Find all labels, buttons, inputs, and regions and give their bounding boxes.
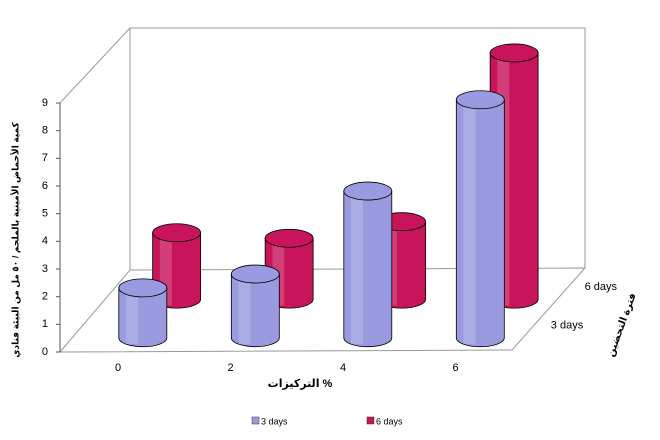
cylinder-top: [230, 264, 280, 284]
floor: [59, 267, 587, 353]
y-tick-label: 8: [42, 125, 48, 137]
cylinder-shade: [463, 99, 476, 345]
x-tick-label: 0: [115, 362, 121, 374]
y-tick-label: 6: [42, 180, 48, 192]
y-axis-title: كمية الأحماض الأمينية بالملجم / ٥٠ مل من…: [9, 122, 21, 358]
cylinder: [343, 181, 393, 348]
legend-swatch: [251, 416, 260, 425]
cylinder-top: [455, 90, 505, 110]
legend-label: 6 days: [376, 416, 403, 426]
y-tick-label: 3: [42, 263, 48, 275]
back-wall: [129, 27, 586, 270]
y-tick-label: 4: [42, 235, 48, 247]
cylinder-body: [343, 190, 393, 348]
y-tick-label: 7: [42, 152, 48, 164]
cylinder: [118, 278, 168, 348]
y-tick-label: 2: [42, 291, 48, 303]
cylinder-shade: [238, 274, 251, 344]
cylinder-body: [230, 273, 280, 348]
cylinder-top: [152, 223, 202, 243]
cylinder-shade: [351, 191, 363, 344]
y-tick-label: 5: [42, 208, 48, 220]
left-wall: [59, 27, 131, 104]
z-tick-label: 3 days: [551, 320, 584, 332]
cylinder: [455, 90, 505, 348]
cylinder-shade: [126, 287, 138, 344]
cylinder: [230, 264, 280, 348]
y-tick-label: 0: [42, 346, 48, 358]
z-tick-label: 6 days: [585, 281, 618, 293]
x-axis-title: التركيزات %: [268, 378, 333, 390]
cylinder-top: [489, 43, 539, 63]
legend-swatch: [366, 416, 375, 425]
z-axis-title: فترة التحضين: [606, 292, 639, 359]
cylinder-top: [343, 181, 393, 201]
legend-label: 3 days: [261, 416, 288, 426]
cylinder-top: [118, 278, 168, 298]
x-tick-label: 6: [452, 362, 458, 374]
x-tick-label: 2: [227, 362, 233, 374]
y-tick-label: 1: [42, 318, 48, 330]
cylinder-body: [118, 287, 168, 348]
x-tick-label: 4: [340, 362, 346, 374]
cylinder-top: [264, 228, 314, 248]
y-tick-label: 9: [42, 97, 48, 109]
cylinder-body: [455, 99, 505, 348]
